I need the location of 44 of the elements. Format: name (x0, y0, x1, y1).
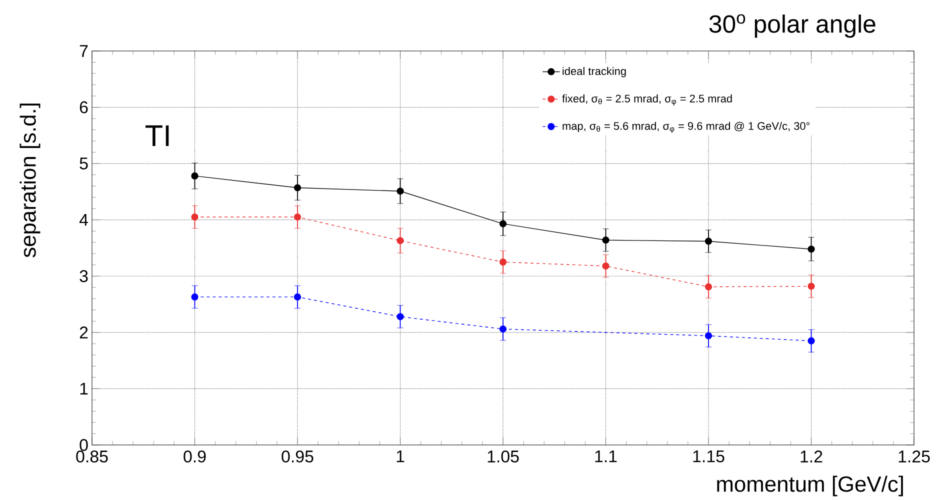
y-axis-title: separation [s.d.] (20, 104, 40, 258)
x-tick-label: 1.2 (800, 450, 822, 462)
point (396, 188, 404, 195)
y-tick-label: 3 (80, 270, 88, 282)
point (294, 184, 302, 192)
x-tick-label: 1.15 (693, 450, 724, 462)
point (704, 238, 712, 245)
point (499, 220, 507, 228)
point (704, 332, 712, 340)
chart-title: 30$^{o}$ polar angle (709, 14, 876, 38)
point (294, 293, 302, 301)
point (602, 236, 610, 244)
y-tick-label: 4 (79, 214, 88, 226)
y-tick-label: 7 (80, 45, 88, 57)
x-tick-label: 0.95 (282, 450, 314, 463)
point (499, 325, 507, 333)
point (808, 282, 815, 290)
y-tick-label: 0 (80, 438, 88, 451)
legend-label: ideal tracking (562, 67, 626, 78)
point (191, 293, 198, 301)
point (704, 283, 712, 290)
x-tick-label: 1.05 (488, 450, 519, 463)
point (499, 258, 507, 266)
point (808, 246, 815, 253)
y-tick-label: 2 (80, 326, 88, 338)
y-tick-label: 5 (80, 158, 88, 170)
point (808, 337, 815, 344)
x-axis-title: momentum [GeV/c] (717, 476, 903, 496)
x-tick-label: 1.1 (595, 450, 617, 462)
y-tick-label: 6 (80, 101, 88, 114)
point (191, 172, 198, 180)
point (602, 262, 610, 270)
point (191, 213, 198, 221)
x-tick-label: 0.85 (76, 450, 108, 463)
annotation: TI (146, 125, 169, 146)
point (294, 213, 302, 221)
legend-label: map, σ$_{θ}$ = 5.6 mrad, σ$_{φ}$ = 9.6 mrad @ 1 GeV/c, 30° (562, 122, 810, 134)
x-tick-label: 0.9 (184, 450, 206, 463)
x-tick-label: 1.25 (898, 450, 930, 463)
point (396, 237, 404, 244)
point (396, 313, 404, 320)
y-tick-label: 1 (80, 382, 88, 395)
legend-label: fixed, σ$_{θ}$ = 2.5 mrad, σ$_{φ}$ = 2.5 mrad (562, 94, 732, 106)
x-tick-label: 1 (396, 450, 404, 462)
